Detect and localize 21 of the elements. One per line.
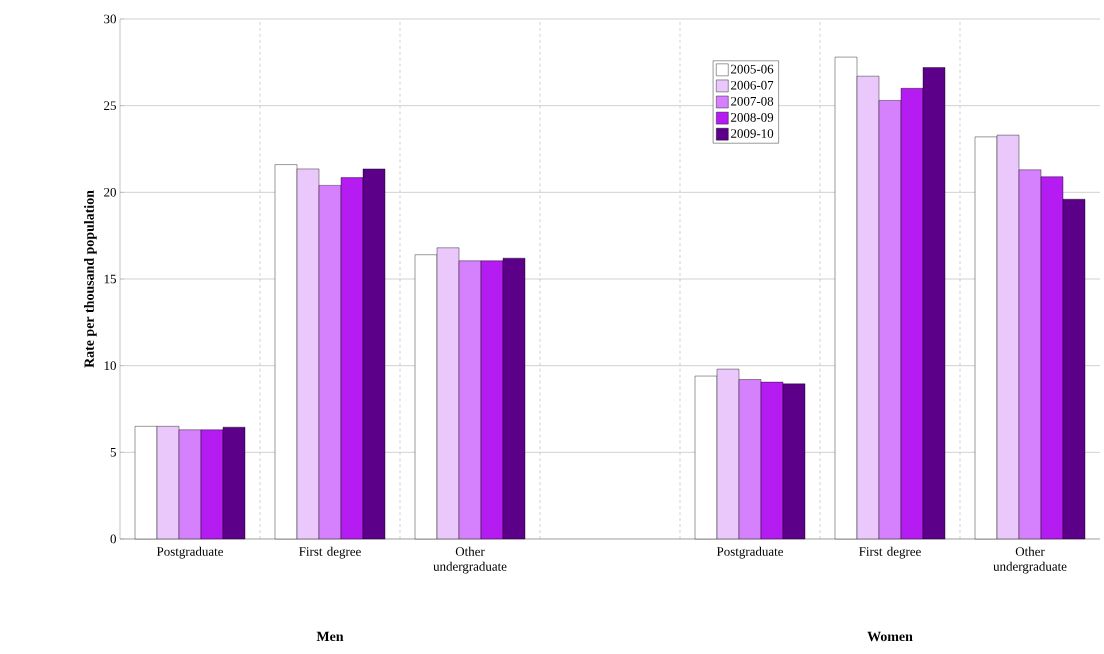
legend-label: 2008-09 xyxy=(731,113,774,122)
y-axis-title: Rate per thousand population xyxy=(84,190,97,368)
legend-label: 2009-10 xyxy=(731,129,774,138)
legend-label: 2006-07 xyxy=(731,80,774,90)
x-tick-label: Postgraduate xyxy=(716,546,784,559)
x-tick-label: Postgraduate xyxy=(156,546,224,559)
text: Women xyxy=(867,631,913,642)
x-tick-label: Other undergraduate xyxy=(433,546,507,574)
y-tick-label: 10 xyxy=(104,361,116,371)
text: Men xyxy=(316,631,344,642)
y-tick-label: 5 xyxy=(110,448,116,457)
y-tick-label: 30 xyxy=(104,14,116,24)
y-tick-label: 25 xyxy=(104,101,116,110)
x-tick-label: Other undergraduate xyxy=(993,546,1067,574)
legend-label: 2007-08 xyxy=(731,96,774,106)
y-tick-label: 0 xyxy=(110,534,116,544)
y-tick-label: 20 xyxy=(104,187,116,197)
x-tick-label: First degree xyxy=(299,546,361,559)
legend-label: 2005-06 xyxy=(731,64,774,74)
y-tick-label: 15 xyxy=(104,274,116,284)
x-tick-label: First degree xyxy=(859,546,921,559)
